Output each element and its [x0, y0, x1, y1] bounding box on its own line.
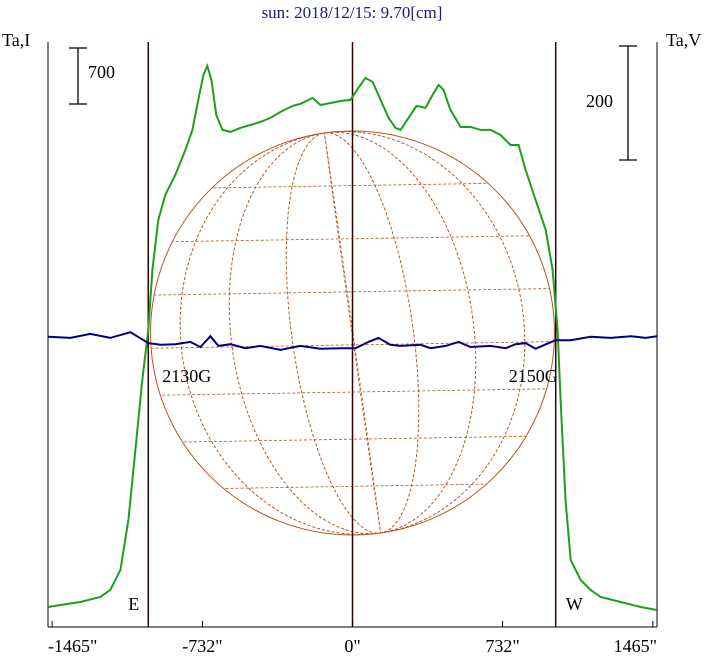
- y2-axis-label: Ta,V: [666, 30, 701, 50]
- parallel: [135, 235, 543, 243]
- parallel: [143, 288, 551, 296]
- parallel: [157, 388, 565, 396]
- x-tick-label: 732": [485, 636, 519, 656]
- parallel: [150, 341, 558, 349]
- y-axis-label: Ta,I: [2, 30, 30, 50]
- limb-label: E: [128, 594, 139, 614]
- chart-title: sun: 2018/12/15: 9.70[cm]: [262, 3, 443, 22]
- scale-bar-label: 700: [88, 62, 115, 82]
- x-tick-label: -1465": [48, 636, 97, 656]
- limb-label: W: [566, 594, 583, 614]
- series-line: [48, 62, 657, 611]
- x-tick-label: 1465": [614, 636, 657, 656]
- field-label: 2130G: [162, 366, 211, 386]
- scale-bar-label: 200: [586, 91, 613, 111]
- parallel: [163, 435, 571, 443]
- field-label: 2150G: [509, 366, 558, 386]
- series-line: [48, 331, 657, 351]
- x-tick-label: 0": [344, 636, 360, 656]
- parallel: [170, 482, 578, 490]
- x-tick-label: -732": [182, 636, 222, 656]
